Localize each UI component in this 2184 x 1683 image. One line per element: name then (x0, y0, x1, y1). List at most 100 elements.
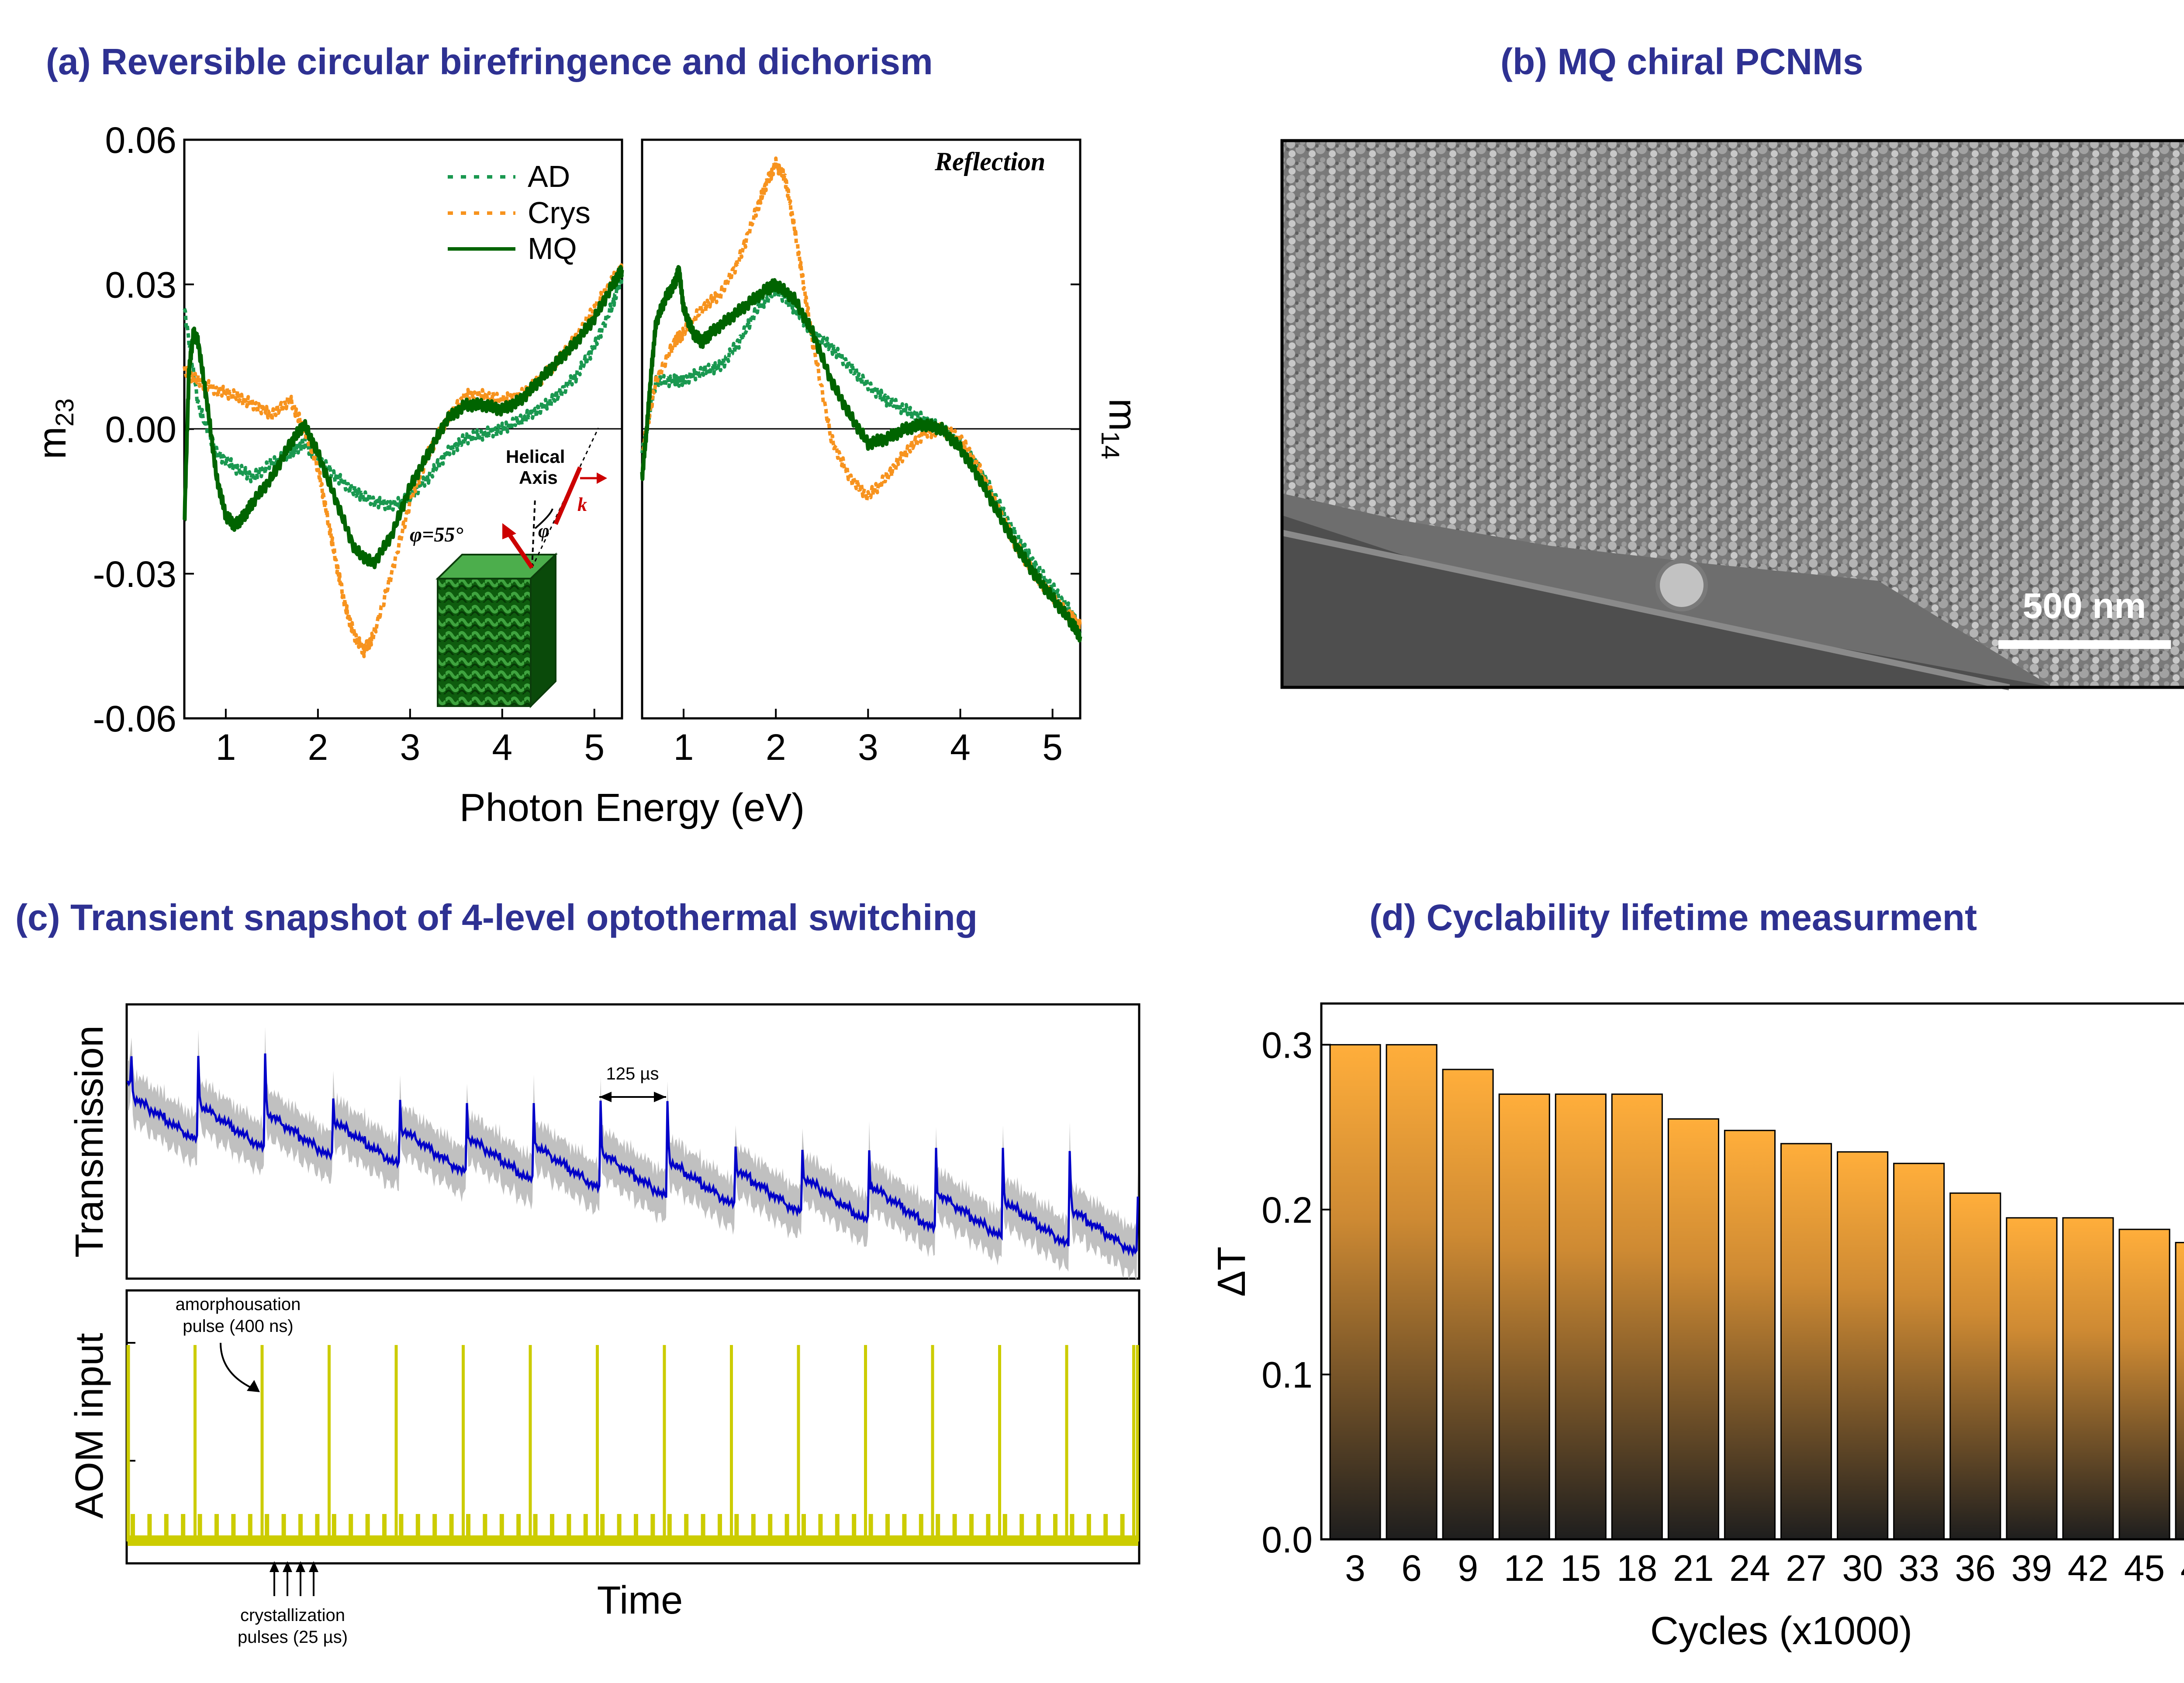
bar-48 (2175, 1242, 2184, 1540)
helix-block-side (530, 552, 556, 708)
helical-axis-line (531, 497, 536, 568)
bar-36 (1949, 1192, 2001, 1540)
transmission-signal (126, 1053, 1139, 1257)
d-xtick-label-39: 39 (2011, 1548, 2052, 1589)
phi-label: φ (538, 520, 549, 541)
d-xtick-label-27: 27 (1786, 1548, 1826, 1589)
d-xtick-label-45: 45 (2124, 1548, 2165, 1589)
amorph-label-1: amorphousation (176, 1295, 301, 1314)
sem-substrate (1282, 515, 2053, 687)
legend-ad-label: AD (528, 159, 570, 193)
helix-inset: Helical Axis φ=55° φ k (410, 428, 607, 708)
bar-9 (1442, 1069, 1494, 1540)
helix-block-front (437, 578, 532, 707)
panel-d-ylabel: ΔT (1210, 1246, 1254, 1297)
helical-axis-label-1: Helical (506, 446, 565, 467)
d-xtick-label-21: 21 (1673, 1548, 1714, 1589)
amorph-label-2: pulse (400 ns) (183, 1317, 293, 1336)
d-xtick-label-36: 36 (1955, 1548, 1995, 1589)
sem-frame (1280, 139, 2184, 689)
amorph-arrow-head (247, 1380, 260, 1392)
d-xtick-label-48: 48 (2181, 1548, 2184, 1589)
panel-b-title: (b) MQ chiral PCNMs (1500, 41, 1863, 82)
d-ytick-label-0: 0.0 (1261, 1519, 1313, 1560)
d-xtick-label-6: 6 (1401, 1548, 1422, 1589)
bar-39 (2006, 1217, 2058, 1540)
a-xtick-label-0-4: 5 (584, 727, 605, 768)
bar-33 (1893, 1162, 1945, 1540)
bar-45 (2118, 1228, 2170, 1540)
panel-c-top-frame (125, 1003, 1140, 1280)
cryst-arrows (270, 1561, 318, 1596)
a-curve-right-mq (640, 265, 1082, 643)
cryst-label-2: pulses (25 µs) (238, 1628, 348, 1647)
a-xtick-label-0-1: 2 (308, 727, 328, 768)
d-ytick-label-1: 0.1 (1261, 1354, 1313, 1395)
d-xtick-label-33: 33 (1898, 1548, 1939, 1589)
legend-crys-label: Crys (528, 196, 591, 230)
red-arrow-left (505, 531, 534, 569)
a-xtick-label-1-3: 4 (950, 727, 971, 768)
cryst-label-1: crystallization (240, 1606, 345, 1625)
bar-27 (1780, 1143, 1832, 1540)
k-vector-head (597, 472, 607, 484)
d-xtick-label-24: 24 (1729, 1548, 1770, 1589)
d-ytick-label-3: 0.3 (1261, 1024, 1313, 1066)
bar-12 (1498, 1093, 1550, 1540)
scale-bar (1998, 640, 2171, 649)
a-xtick-label-1-4: 5 (1042, 727, 1063, 768)
bar-21 (1667, 1118, 1719, 1540)
bar-42 (2062, 1217, 2114, 1540)
panel-a-ylabel-left: m23 (31, 398, 79, 459)
panel-c-ylabel-top: Transmission (68, 1025, 111, 1258)
bar-30 (1837, 1151, 1889, 1540)
bar-15 (1555, 1093, 1607, 1540)
scale-bar-label: 500 nm (2023, 586, 2146, 626)
red-arrow-k (553, 466, 582, 525)
a-curve-left-ad (183, 273, 624, 513)
d-ytick-label-2: 0.2 (1261, 1190, 1313, 1231)
d-xtick-label-9: 9 (1458, 1548, 1478, 1589)
a-curve-right-crys (641, 156, 1082, 631)
reflection-label: Reflection (934, 147, 1045, 176)
bar-18 (1611, 1093, 1663, 1540)
a-ytick-label-1: 0.03 (105, 264, 177, 305)
panel-a-legend: AD Crys MQ (448, 159, 591, 266)
sem-substrate-edge (1281, 530, 2010, 690)
a-xtick-label-1-0: 1 (674, 727, 694, 768)
sem-particle (1655, 559, 1708, 611)
sem-porous-film (1282, 141, 2184, 687)
legend-mq-label: MQ (528, 231, 577, 266)
bar-24 (1724, 1130, 1776, 1540)
panel-d-title: (d) Cyclability lifetime measurment (1369, 897, 1977, 938)
phi-arc (534, 508, 553, 529)
panel-a: 1 2 3 4 5 0.06 0.03 0.00 -0.03 -0.06 1 2 3 4 5 Helica… (31, 120, 1144, 830)
helical-axis-label-2: Axis (519, 467, 558, 488)
d-xtick-label-18: 18 (1617, 1548, 1657, 1589)
panel-b-sem-image: 500 nm (1280, 139, 2184, 690)
d-xtick-label-12: 12 (1504, 1548, 1545, 1589)
a-xtick-label-0-0: 1 (216, 727, 236, 768)
panel-a-title: (a) Reversible circular birefringence an… (46, 41, 933, 82)
a-xtick-label-0-2: 3 (400, 727, 420, 768)
bar-6 (1386, 1044, 1438, 1540)
aom-baseline (128, 1535, 1138, 1546)
panel-d-xlabel: Cycles (x1000) (1650, 1609, 1912, 1653)
amorph-arrow (220, 1342, 254, 1390)
a-xtick-label-1-1: 2 (766, 727, 786, 768)
period-label: 125 µs (606, 1064, 659, 1083)
red-arrow-left-head (502, 523, 516, 539)
k-label: k (577, 494, 587, 515)
d-xtick-label-15: 15 (1560, 1548, 1601, 1589)
angle-label: φ=55° (410, 523, 463, 546)
panel-d: 369121518212427303336394245480.00.10.20.… (1210, 1002, 2184, 1653)
period-arrow-right-head (654, 1092, 666, 1102)
d-xtick-label-42: 42 (2068, 1548, 2108, 1589)
panel-d-frame (1320, 1002, 2184, 1541)
a-ytick-label-3: -0.03 (93, 554, 176, 595)
panel-a-xlabel: Photon Energy (eV) (460, 786, 805, 830)
d-xtick-label-3: 3 (1345, 1548, 1365, 1589)
panel-a-ylabel-right: m14 (1096, 398, 1144, 459)
a-curve-left-mq (183, 265, 624, 569)
